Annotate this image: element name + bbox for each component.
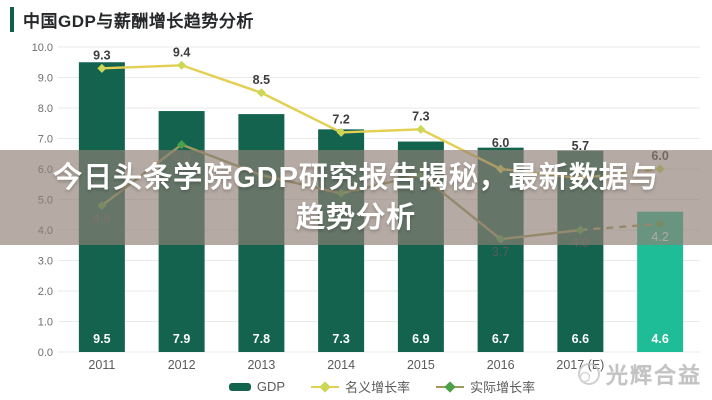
y-axis-tick-label: 10.0 [32, 42, 53, 54]
legend-label-nominal: 名义增长率 [345, 380, 411, 395]
gdp-bar-value-label: 7.9 [173, 332, 190, 346]
headline-line-2: 趋势分析 [295, 201, 416, 234]
watermark-text: 光辉合益 [605, 363, 702, 388]
watermark: 光辉合益 [576, 358, 702, 390]
nominal-growth-line-marker [256, 88, 266, 98]
x-axis-label: 2013 [247, 358, 275, 372]
nominal-growth-line-value-label: 7.3 [412, 109, 429, 123]
nominal-line-swatch-icon [311, 380, 340, 393]
y-axis-tick-label: 3.0 [38, 256, 53, 268]
nominal-growth-line-segment [101, 64, 182, 70]
gdp-bar-value-label: 4.6 [651, 332, 668, 346]
gdp-bar-value-label: 7.8 [253, 332, 270, 346]
nominal-growth-line-marker [177, 60, 187, 70]
nominal-growth-line-value-label: 9.3 [93, 48, 110, 62]
real-line-swatch-icon [436, 380, 465, 393]
chart-legend: GDP 名义增长率 实际增长率 [0, 377, 712, 396]
title-accent-bar [10, 7, 14, 32]
x-axis-label: 2014 [327, 358, 355, 372]
gdp-bar-value-label: 6.9 [412, 332, 429, 346]
legend-item-real: 实际增长率 [436, 377, 535, 396]
nominal-growth-line-segment [181, 64, 262, 94]
nominal-growth-line-segment [341, 128, 421, 134]
legend-item-nominal: 名义增长率 [311, 377, 410, 396]
nominal-growth-line-value-label: 6.0 [492, 136, 509, 150]
real-growth-line-value-label: 3.7 [492, 245, 509, 259]
nominal-growth-line-marker [97, 63, 107, 73]
headline-line-1: 今日头条学院GDP研究报告揭秘，最新数据与 [53, 161, 659, 194]
gdp-bar-value-label: 7.3 [332, 332, 349, 346]
x-axis-label: 2015 [407, 358, 435, 372]
headline-overlay-banner: 今日头条学院GDP研究报告揭秘，最新数据与 趋势分析 [0, 150, 712, 245]
legend-item-gdp: GDP [228, 379, 286, 394]
nominal-growth-line-value-label: 5.7 [572, 139, 589, 153]
x-axis-label: 2011 [88, 358, 115, 372]
real-growth-line-marker [177, 140, 187, 150]
nominal-growth-line-value-label: 8.5 [253, 73, 270, 87]
nominal-growth-line-segment [260, 91, 342, 134]
y-axis-tick-label: 9.0 [38, 73, 53, 85]
y-axis-tick-label: 2.0 [38, 286, 53, 298]
watermark-logo-icon [577, 363, 600, 385]
x-axis-label: 2016 [487, 358, 515, 372]
nominal-growth-line-marker [416, 124, 426, 134]
gdp-bar-swatch-icon [228, 382, 251, 391]
legend-label-gdp: GDP [256, 379, 286, 394]
page-title: 中国GDP与薪酬增长趋势分析 [23, 12, 254, 31]
y-axis-tick-label: 1.0 [38, 317, 53, 329]
nominal-growth-line-marker [336, 127, 346, 137]
y-axis-tick-label: 0.0 [38, 347, 53, 359]
gdp-bar-value-label: 6.6 [572, 332, 589, 346]
y-axis-tick-label: 8.0 [38, 103, 53, 115]
x-axis-label: 2017 (E) [556, 358, 604, 372]
gdp-bar-value-label: 9.5 [93, 332, 110, 346]
x-axis-label: 2012 [168, 358, 196, 372]
gdp-bar-value-label: 6.7 [492, 332, 509, 346]
legend-label-real: 实际增长率 [470, 380, 536, 395]
y-axis-tick-label: 7.0 [38, 134, 53, 146]
chart-header: 中国GDP与薪酬增长趋势分析 [10, 7, 254, 32]
nominal-growth-line-value-label: 9.4 [173, 45, 190, 59]
nominal-growth-line-value-label: 7.2 [332, 112, 349, 126]
